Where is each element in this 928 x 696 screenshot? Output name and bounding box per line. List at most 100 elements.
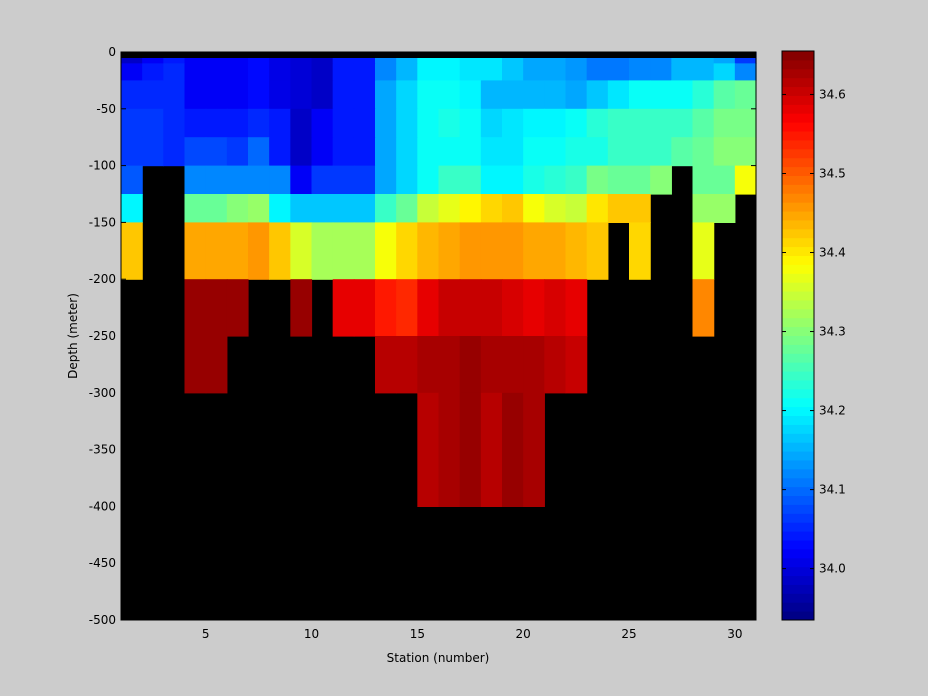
heatmap-cell — [565, 336, 588, 394]
heatmap-cell — [417, 108, 440, 138]
colorbar-level — [782, 148, 814, 159]
heatmap-cell — [184, 336, 207, 394]
colorbar-level — [782, 326, 814, 336]
heatmap-cell — [480, 222, 503, 280]
heatmap-cell — [121, 222, 143, 280]
heatmap-cell — [459, 165, 482, 195]
colorbar-level — [782, 282, 814, 292]
heatmap-cell — [396, 336, 418, 394]
heatmap-cell — [396, 80, 418, 110]
heatmap-cell — [375, 222, 397, 280]
heatmap-cell — [502, 80, 524, 110]
heatmap-cell — [311, 165, 334, 195]
heatmap-cell — [396, 165, 418, 195]
colorbar-level — [782, 291, 814, 301]
y-axis-label: Depth (meter) — [66, 293, 80, 379]
heatmap-cell — [480, 336, 503, 394]
x-tick-label: 30 — [727, 627, 742, 641]
y-tick-label: 0 — [108, 45, 116, 59]
heatmap-cell — [565, 222, 588, 280]
heatmap-cell — [269, 63, 291, 81]
heatmap-cell — [375, 336, 397, 394]
heatmap-cell — [417, 336, 440, 394]
heatmap-cells — [121, 52, 757, 507]
heatmap-cell — [544, 279, 567, 337]
heatmap-cell — [417, 63, 440, 81]
heatmap-cell — [629, 108, 651, 138]
y-tick-label: -400 — [89, 499, 116, 513]
heatmap-cell — [375, 80, 397, 110]
heatmap-plot-area: 0 -50 -100 -150 -200 -250 -300 -350 -400 -450 -500… — [66, 45, 757, 665]
heatmap-cell — [480, 63, 503, 81]
colorbar-tick-label: 34.2 — [819, 404, 846, 418]
heatmap-cell — [375, 137, 397, 167]
heatmap-cell — [226, 80, 249, 110]
heatmap-cell — [459, 336, 482, 394]
heatmap-cell — [375, 63, 397, 81]
heatmap-cell — [523, 222, 545, 280]
heatmap-cell — [142, 108, 164, 138]
heatmap-cell — [269, 194, 291, 223]
heatmap-cell — [438, 165, 461, 195]
heatmap-cell — [205, 336, 228, 394]
heatmap-cell — [650, 108, 672, 138]
heatmap-cell — [353, 222, 376, 280]
heatmap-cell — [332, 279, 355, 337]
colorbar-tick-label: 34.6 — [819, 87, 846, 101]
colorbar-level — [782, 237, 814, 248]
heatmap-cell — [544, 108, 567, 138]
heatmap-cell — [502, 392, 524, 507]
heatmap-cell — [375, 194, 397, 223]
y-tick-label: -200 — [89, 272, 116, 286]
heatmap-cell — [650, 165, 672, 195]
heatmap-cell — [375, 165, 397, 195]
heatmap-cell — [332, 63, 355, 81]
x-axis-ticks: 5 10 15 20 25 30 — [202, 52, 742, 641]
heatmap-cell — [565, 194, 588, 223]
heatmap-cell — [226, 165, 249, 195]
heatmap-cell — [248, 194, 270, 223]
heatmap-cell — [142, 137, 164, 167]
colorbar-level — [782, 548, 814, 559]
colorbar-gradient — [782, 51, 814, 621]
colorbar-level — [782, 299, 814, 310]
heatmap-cell — [332, 80, 355, 110]
heatmap-cell — [629, 63, 651, 81]
heatmap-cell — [163, 80, 186, 110]
heatmap-cell — [459, 137, 482, 167]
heatmap-cell — [184, 63, 207, 81]
heatmap-cell — [480, 137, 503, 167]
heatmap-cell — [523, 165, 545, 195]
heatmap-cell — [290, 108, 313, 138]
heatmap-cell — [163, 137, 186, 167]
colorbar-level — [782, 362, 814, 372]
heatmap-cell — [375, 279, 397, 337]
heatmap-cell — [544, 336, 567, 394]
heatmap-cell — [438, 137, 461, 167]
heatmap-cell — [396, 222, 418, 280]
heatmap-cell — [459, 63, 482, 81]
colorbar-frame — [781, 50, 815, 621]
heatmap-cell — [565, 279, 588, 337]
colorbar-level — [782, 175, 814, 185]
colorbar-level — [782, 77, 814, 88]
heatmap-cell — [692, 279, 715, 337]
colorbar-level — [782, 219, 814, 230]
y-tick-label: -450 — [89, 556, 116, 570]
y-tick-label: -150 — [89, 215, 116, 229]
heatmap-cell — [459, 279, 482, 337]
colorbar-ticks: 34.0 34.1 34.2 34.3 34.4 34.5 34.6 — [782, 87, 846, 576]
colorbar-level — [782, 593, 814, 603]
heatmap-cell — [607, 108, 630, 138]
heatmap-cell — [226, 194, 249, 223]
heatmap-cell — [607, 194, 630, 223]
heatmap-cell — [586, 222, 609, 280]
colorbar-tick-label: 34.4 — [819, 246, 846, 260]
heatmap-cell — [248, 80, 270, 110]
y-tick-label: -50 — [96, 102, 116, 116]
heatmap-cell — [226, 63, 249, 81]
heatmap-cell — [121, 137, 143, 167]
heatmap-cell — [290, 80, 313, 110]
colorbar: 34.0 34.1 34.2 34.3 34.4 34.5 34.6 — [781, 50, 846, 621]
heatmap-cell — [417, 137, 440, 167]
